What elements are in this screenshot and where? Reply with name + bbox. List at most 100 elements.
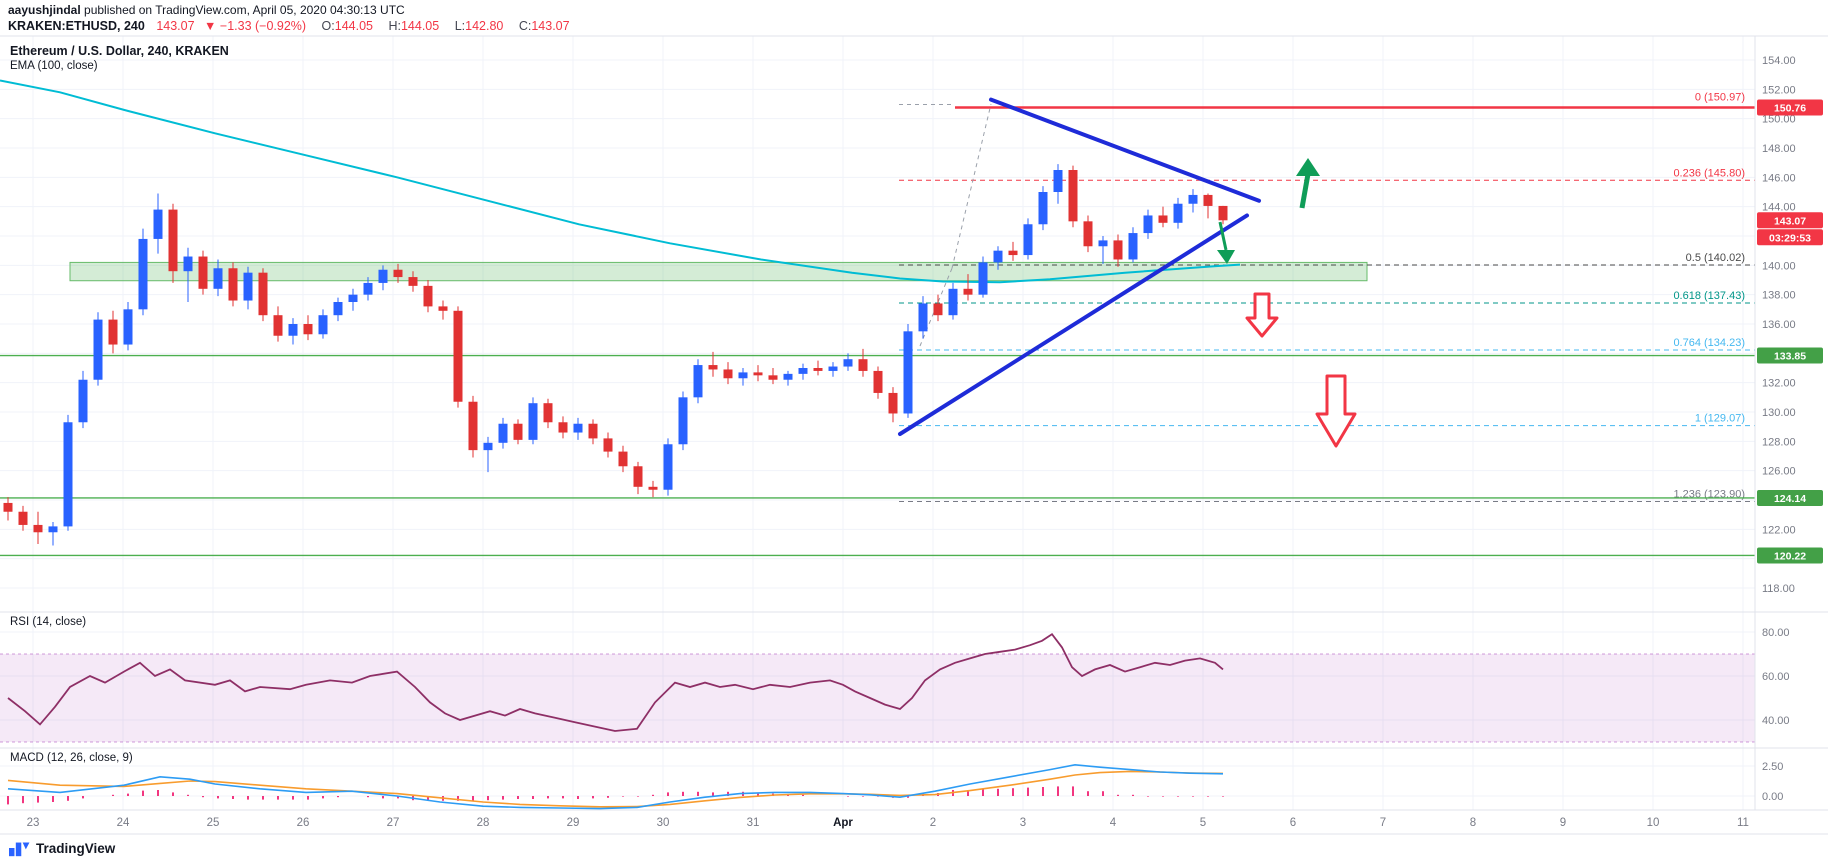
- candle-body: [453, 310, 463, 402]
- fib-level-label: 0.236 (145.80): [1673, 167, 1745, 179]
- red-down-block-arrow: [1315, 374, 1357, 448]
- date-tick-label: 24: [117, 817, 130, 829]
- price-tick-label: 140.00: [1762, 260, 1796, 272]
- date-tick-label: Apr: [833, 817, 853, 829]
- price-tick-label: 128.00: [1762, 436, 1796, 448]
- green-down-arrow-head: [1217, 250, 1235, 264]
- candle-body: [1128, 233, 1138, 260]
- green-up-arrow: [1299, 173, 1311, 209]
- candle-body: [978, 262, 988, 295]
- symbol-title: KRAKEN:ETHUSD, 240: [8, 19, 145, 33]
- candle-body: [348, 294, 358, 302]
- candle-body: [378, 269, 388, 283]
- candle-body: [183, 256, 193, 272]
- symbol-info-bar: KRAKEN:ETHUSD, 240 143.07 ▼ −1.33 (−0.92…: [8, 19, 576, 33]
- price-change: ▼ −1.33 (−0.92%): [204, 19, 307, 33]
- rsi-indicator-label: RSI (14, close): [10, 616, 87, 628]
- candle-body: [573, 423, 583, 433]
- candle-body: [318, 315, 328, 335]
- support-price-tag: [1757, 489, 1823, 506]
- candle-body: [813, 368, 823, 371]
- candle-body: [48, 526, 58, 533]
- candle-body: [1203, 194, 1213, 206]
- high-label: H:: [388, 19, 401, 33]
- candle-body: [783, 373, 793, 380]
- price-tick-label: 122.00: [1762, 524, 1796, 536]
- candle-body: [1218, 205, 1228, 221]
- candle-body: [918, 303, 928, 332]
- candle-body: [1008, 250, 1018, 256]
- price-axis: 154.00152.00150.00148.00146.00144.00142.…: [1754, 36, 1823, 810]
- open-value: 144.05: [334, 19, 373, 33]
- candle-body: [693, 365, 703, 398]
- candle-body: [843, 359, 853, 367]
- candle-body: [528, 403, 538, 440]
- date-tick-label: 10: [1647, 817, 1660, 829]
- candle-body: [723, 369, 733, 379]
- candle-body: [438, 306, 448, 311]
- candle-body: [933, 303, 943, 316]
- price-tick-label: 150.00: [1762, 114, 1796, 126]
- candle-body: [108, 319, 118, 345]
- green-down-arrow: [1218, 221, 1228, 251]
- tradingview-footer[interactable]: TradingView: [8, 838, 115, 858]
- candle-body: [63, 422, 73, 527]
- macd-tick-label: 2.50: [1762, 761, 1783, 773]
- candle-body: [648, 486, 658, 490]
- macd-line: [7, 763, 1224, 810]
- measure-guide: [951, 103, 992, 269]
- svg-text:124.14: 124.14: [1774, 493, 1806, 505]
- fib-retracement: 0 (150.97) 0.236 (145.80) 0.5 (140.02) 0.61…: [899, 91, 1755, 502]
- price-tick-label: 144.00: [1762, 202, 1796, 214]
- candle-body: [18, 511, 28, 525]
- candle-body: [168, 209, 178, 272]
- svg-text:143.07: 143.07: [1774, 215, 1806, 227]
- svg-text:120.22: 120.22: [1774, 550, 1806, 562]
- candle-body: [498, 423, 508, 443]
- close-label: C:: [518, 19, 532, 33]
- candle-body: [753, 372, 763, 376]
- date-tick-label: 9: [1560, 817, 1566, 829]
- trendline: [898, 213, 1249, 436]
- publish-info-bar: aayushjindal published on TradingView.co…: [8, 3, 405, 17]
- price-tick-label: 130.00: [1762, 407, 1796, 419]
- price-tick-label: 136.00: [1762, 319, 1796, 331]
- candle-body: [408, 277, 418, 286]
- candle-body: [1083, 221, 1093, 247]
- candle-body: [468, 401, 478, 451]
- price-tick-label: 146.00: [1762, 172, 1796, 184]
- candle-body: [828, 366, 838, 371]
- date-tick-label: 31: [747, 817, 760, 829]
- bar-countdown-tag: [1757, 229, 1823, 246]
- date-tick-label: 5: [1200, 817, 1206, 829]
- candle-body: [258, 272, 268, 316]
- candle-body: [213, 268, 223, 289]
- ema-indicator-label: EMA (100, close): [10, 60, 98, 72]
- candle-body: [288, 324, 298, 336]
- svg-text:133.85: 133.85: [1774, 351, 1806, 363]
- candle-body: [243, 272, 253, 301]
- candle-body: [948, 288, 958, 316]
- candle-body: [123, 309, 133, 345]
- candle-body: [198, 256, 208, 289]
- candle-body: [1158, 215, 1168, 223]
- date-tick-label: 4: [1110, 817, 1117, 829]
- brand-name: TradingView: [36, 840, 116, 856]
- macd-signal-line: [7, 770, 1224, 808]
- candles-layer: [3, 164, 1228, 546]
- open-label: O:: [321, 19, 335, 33]
- candle-body: [513, 423, 523, 440]
- candle-body: [273, 315, 283, 336]
- fib-level-label: 0.618 (137.43): [1673, 290, 1745, 302]
- candle-body: [1098, 240, 1108, 247]
- date-tick-label: 30: [657, 817, 670, 829]
- candle-body: [333, 302, 343, 316]
- candle-body: [603, 438, 613, 452]
- candle-body: [1038, 192, 1048, 225]
- red-down-block-arrow: [1245, 292, 1279, 338]
- candle-body: [543, 403, 553, 423]
- candle-body: [393, 269, 403, 278]
- support-price-tag: [1757, 547, 1823, 564]
